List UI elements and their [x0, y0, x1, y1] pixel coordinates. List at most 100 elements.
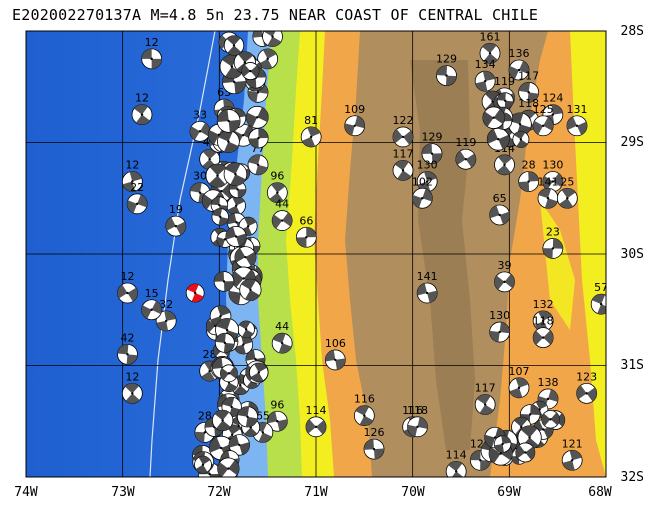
focal-mechanism	[541, 410, 560, 429]
depth-label: 75	[256, 14, 270, 27]
focal-mechanism: 30	[189, 170, 211, 204]
focal-mechanism: 12	[141, 36, 163, 70]
focal-mechanism: 15	[141, 287, 163, 321]
depth-label: 129	[436, 53, 457, 66]
depth-label: 129	[422, 131, 443, 144]
depth-label: 119	[494, 75, 515, 88]
depth-label: 116	[402, 404, 423, 417]
depth-label: 25	[560, 175, 574, 188]
focal-mechanism-layer: 1212122212421232151930436333277966644244…	[117, 14, 608, 477]
depth-label: 117	[475, 382, 496, 395]
depth-label: 130	[542, 159, 563, 172]
focal-mechanism: 122	[393, 114, 414, 148]
depth-label: 65	[493, 192, 507, 205]
depth-label: 116	[354, 393, 375, 406]
focal-mechanism: 118	[533, 315, 554, 349]
depth-label: 106	[325, 337, 346, 350]
focal-mechanism: 46	[262, 14, 283, 47]
focal-mechanism	[211, 409, 234, 432]
depth-label: 114	[306, 404, 327, 417]
depth-label: 118	[518, 97, 539, 110]
depth-label: 12	[135, 92, 149, 105]
focal-mechanism: 81	[300, 114, 322, 148]
focal-mechanism: 116	[354, 393, 375, 427]
focal-mechanism: 39	[494, 259, 515, 293]
focal-mechanism: 119	[455, 136, 476, 170]
depth-label: 96	[270, 398, 284, 411]
depth-label: 22	[130, 181, 144, 194]
focal-mechanism	[234, 246, 257, 269]
depth-label: 136	[509, 47, 530, 60]
focal-mechanism: 129	[422, 131, 443, 165]
focal-mechanism: 130	[542, 159, 563, 192]
focal-mechanism: 12	[121, 370, 143, 404]
focal-mechanism: 121	[562, 437, 583, 471]
focal-mechanism: 96	[266, 398, 288, 432]
depth-label: 46	[266, 14, 280, 27]
focal-mechanism: 131	[567, 103, 588, 137]
depth-label: 126	[364, 426, 385, 439]
focal-mechanism: 65	[489, 192, 511, 226]
depth-label: 114	[446, 448, 467, 461]
focal-mechanism: 109	[344, 103, 365, 137]
depth-label: 32	[159, 298, 173, 311]
focal-mechanism	[493, 435, 512, 453]
depth-label: 33	[193, 108, 207, 121]
focal-mechanism	[226, 195, 246, 216]
focal-mechanism: 126	[364, 426, 385, 460]
focal-mechanism: 117	[518, 69, 539, 103]
depth-label: 117	[393, 147, 414, 160]
depth-label: 130	[417, 159, 438, 172]
depth-label: 125	[533, 103, 554, 116]
focal-mechanism: 96	[266, 170, 288, 204]
focal-mechanism: 129	[436, 53, 457, 86]
focal-mechanism	[248, 128, 269, 149]
depth-label: 118	[533, 315, 554, 328]
focal-mechanism	[496, 92, 514, 110]
focal-mechanism	[194, 455, 212, 474]
focal-mechanism	[225, 225, 247, 248]
focal-mechanism	[515, 442, 536, 463]
focal-mechanism: 117	[475, 382, 496, 415]
depth-label: 138	[538, 376, 559, 389]
focal-mechanism	[236, 406, 259, 428]
depth-label: 81	[304, 114, 318, 127]
depth-label: 107	[509, 365, 530, 378]
depth-label: 123	[576, 370, 597, 383]
focal-mechanism	[482, 106, 505, 129]
depth-label: 42	[121, 331, 135, 344]
lon-label: 70W	[401, 485, 425, 500]
focal-mechanism: 42	[117, 331, 138, 365]
depth-label: 28	[198, 409, 212, 422]
depth-label: 12	[145, 36, 159, 49]
depth-label: 28	[522, 159, 536, 172]
depth-label: 57	[594, 281, 608, 294]
focal-mechanism: 114	[446, 448, 467, 477]
depth-label: 44	[275, 320, 289, 333]
main-event-mechanism	[185, 283, 205, 303]
focal-mechanism	[245, 105, 269, 129]
focal-mechanism	[512, 130, 530, 148]
focal-mechanism: 141	[538, 175, 559, 209]
lon-label: 71W	[304, 485, 328, 500]
depth-label: 39	[498, 259, 512, 272]
focal-mechanism: 102	[412, 175, 433, 209]
focal-mechanism: 28	[518, 159, 540, 192]
depth-label: 141	[417, 270, 438, 283]
depth-label: 66	[299, 214, 313, 227]
lat-label: 32S	[620, 470, 644, 485]
lat-label: 28S	[620, 24, 644, 39]
focal-mechanism: 134	[475, 58, 496, 92]
focal-mechanism: 130	[489, 309, 510, 343]
lat-label: 31S	[620, 358, 644, 373]
focal-mechanism	[486, 127, 510, 151]
depth-label: 44	[275, 198, 289, 211]
depth-label: 132	[533, 298, 554, 311]
depth-label: 12	[125, 159, 139, 172]
focal-mechanism: 12	[121, 159, 143, 192]
lon-label: 68W	[588, 485, 612, 500]
focal-mechanism	[249, 362, 269, 383]
focal-mechanism	[220, 364, 238, 383]
depth-label: 119	[455, 136, 476, 149]
